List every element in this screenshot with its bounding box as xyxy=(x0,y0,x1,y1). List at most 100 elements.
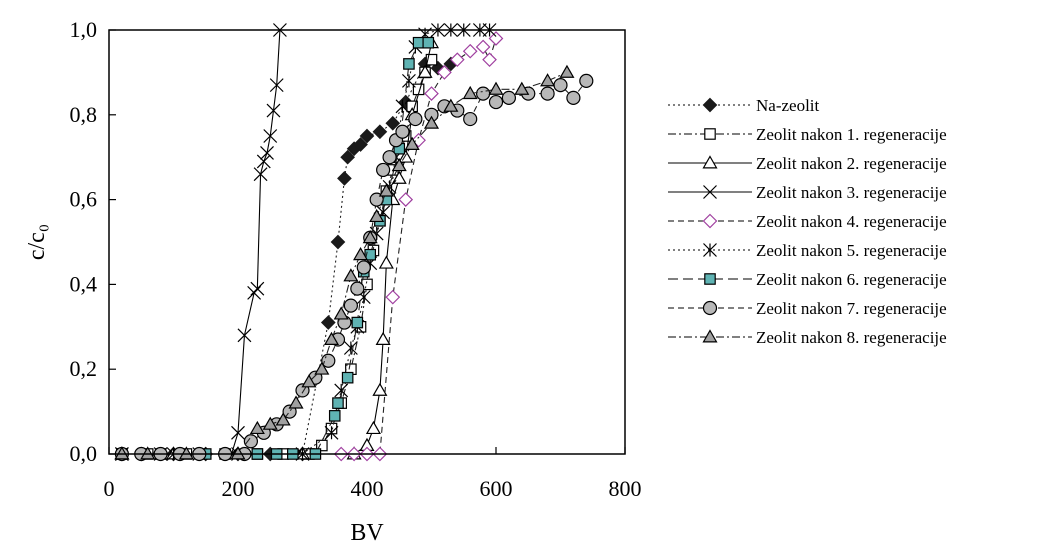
x-tick-label: 400 xyxy=(351,476,384,501)
data-point xyxy=(462,43,478,59)
data-point xyxy=(343,268,359,282)
legend-label: Zeolit nakon 8. regeneracije xyxy=(756,328,947,347)
series-line xyxy=(121,80,587,455)
data-point xyxy=(337,171,352,186)
x-tick-label: 200 xyxy=(222,476,255,501)
data-point xyxy=(488,31,504,46)
data-point xyxy=(230,446,246,460)
data-point xyxy=(385,115,401,131)
y-axis-title: c/c₀ xyxy=(24,224,50,260)
x-tick-label: 0 xyxy=(104,476,115,501)
series-line xyxy=(121,71,568,455)
data-point xyxy=(324,425,339,440)
data-point xyxy=(422,36,435,49)
series-5 xyxy=(333,31,504,462)
data-point xyxy=(408,111,423,127)
data-point xyxy=(375,331,391,345)
legend-item: Zeolit nakon 4. regeneracije xyxy=(668,212,947,231)
y-tick-label: 1,0 xyxy=(70,17,98,42)
y-tick-label: 0,6 xyxy=(70,187,98,212)
data-point xyxy=(237,328,252,343)
data-point xyxy=(333,306,349,320)
data-point xyxy=(343,341,358,355)
data-point xyxy=(351,316,364,329)
legend-item: Zeolit nakon 5. regeneracije xyxy=(668,241,947,260)
x-axis-title: BV xyxy=(350,520,384,546)
data-point xyxy=(350,281,365,296)
data-point xyxy=(353,247,369,261)
data-point xyxy=(341,371,354,384)
data-point xyxy=(488,81,504,95)
data-point xyxy=(321,353,336,368)
data-point xyxy=(403,58,415,70)
data-point xyxy=(412,36,425,49)
data-point xyxy=(288,395,304,409)
data-point xyxy=(369,208,385,223)
legend-item: Na-zeolit xyxy=(668,96,820,115)
data-point xyxy=(395,99,410,114)
legend-marker-swatch xyxy=(703,185,717,199)
data-point xyxy=(231,425,245,440)
legend-label: Zeolit nakon 5. regeneracije xyxy=(756,241,947,260)
series-2 xyxy=(116,53,438,460)
data-point xyxy=(247,285,262,300)
data-point xyxy=(372,382,388,396)
series-9 xyxy=(114,64,575,460)
data-point xyxy=(475,39,491,55)
data-point xyxy=(372,124,388,140)
data-point xyxy=(443,98,459,112)
data-point xyxy=(482,52,497,68)
legend-item: Zeolit nakon 1. regeneracije xyxy=(668,125,947,144)
data-point xyxy=(362,230,378,244)
legend-label: Zeolit nakon 6. regeneracije xyxy=(756,270,947,289)
legend-label: Zeolit nakon 3. regeneracije xyxy=(756,183,947,202)
legend-marker-swatch xyxy=(702,97,718,113)
y-tick-label: 0,8 xyxy=(70,102,98,127)
data-point xyxy=(320,315,336,330)
data-point xyxy=(262,416,278,430)
legend-marker-swatch xyxy=(702,155,718,169)
data-point xyxy=(332,397,344,409)
data-point xyxy=(540,73,556,87)
data-point xyxy=(353,137,368,152)
legend-item: Zeolit nakon 8. regeneracije xyxy=(668,328,947,347)
data-point xyxy=(269,78,284,93)
data-point xyxy=(398,192,414,207)
legend-marker-swatch xyxy=(704,273,716,285)
data-point xyxy=(553,78,568,93)
data-point xyxy=(275,412,291,426)
data-point xyxy=(260,146,274,160)
data-point xyxy=(301,374,317,388)
y-tick-label: 0,0 xyxy=(70,441,98,466)
data-point xyxy=(249,420,265,435)
data-point xyxy=(391,157,407,172)
data-point xyxy=(501,90,516,105)
legend-item: Zeolit nakon 6. regeneracije xyxy=(668,270,947,289)
y-tick-label: 0,4 xyxy=(70,271,98,296)
data-point xyxy=(514,81,530,95)
legend-marker-swatch xyxy=(703,243,717,257)
data-point xyxy=(398,149,414,163)
data-point xyxy=(250,281,265,296)
data-point xyxy=(402,73,416,88)
data-point xyxy=(140,446,156,460)
y-axis-ticks: 0,0 0,2 0,4 0,6 0,8 1,0 xyxy=(70,17,116,466)
data-point xyxy=(253,167,268,182)
data-point xyxy=(425,53,438,66)
series-3 xyxy=(114,35,440,460)
plot-series xyxy=(114,23,594,462)
legend-item: Zeolit nakon 3. regeneracije xyxy=(668,183,947,202)
x-tick-label: 800 xyxy=(609,476,642,501)
x-tick-label: 600 xyxy=(480,476,513,501)
legend-label: Zeolit nakon 2. regeneracije xyxy=(756,154,947,173)
data-point xyxy=(382,150,397,165)
data-point xyxy=(423,115,440,129)
data-point xyxy=(395,124,410,139)
data-point xyxy=(356,260,371,275)
series-4 xyxy=(114,23,287,461)
legend-label: Zeolit nakon 1. regeneracije xyxy=(756,125,947,144)
legend-marker-swatch xyxy=(702,329,718,343)
data-point xyxy=(488,94,504,110)
data-point xyxy=(256,154,271,169)
